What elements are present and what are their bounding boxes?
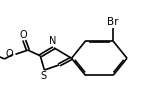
Text: O: O (5, 49, 13, 59)
Text: S: S (41, 71, 47, 81)
Text: Br: Br (107, 17, 119, 27)
Text: O: O (20, 30, 27, 40)
Text: N: N (49, 36, 56, 46)
